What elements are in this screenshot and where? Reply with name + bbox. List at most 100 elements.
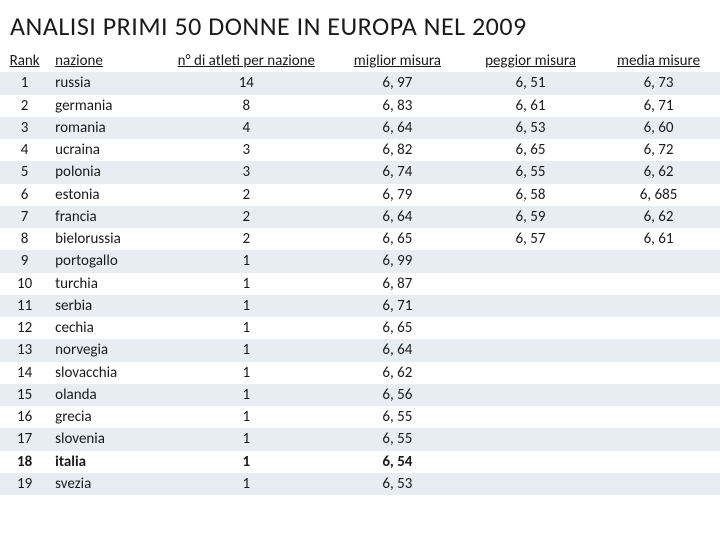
cell-peggior: 6, 51: [464, 72, 597, 94]
cell-rank: 16: [0, 406, 49, 428]
cell-media: 6, 685: [597, 184, 720, 206]
table-row: 18italia16, 54: [0, 451, 720, 473]
cell-peggior: [464, 384, 597, 406]
cell-miglior: 6, 82: [331, 139, 464, 161]
table-row: 3romania46, 646, 536, 60: [0, 117, 720, 139]
cell-nazione: romania: [49, 117, 162, 139]
cell-miglior: 6, 56: [331, 384, 464, 406]
cell-peggior: [464, 473, 597, 495]
cell-rank: 19: [0, 473, 49, 495]
cell-atleti: 1: [162, 317, 331, 339]
cell-media: [597, 384, 720, 406]
cell-miglior: 6, 53: [331, 473, 464, 495]
cell-rank: 6: [0, 184, 49, 206]
cell-media: 6, 60: [597, 117, 720, 139]
cell-atleti: 1: [162, 295, 331, 317]
cell-atleti: 3: [162, 139, 331, 161]
cell-rank: 4: [0, 139, 49, 161]
col-header-media: media misure: [597, 50, 720, 72]
cell-miglior: 6, 64: [331, 339, 464, 361]
cell-atleti: 8: [162, 95, 331, 117]
table-row: 14slovacchia16, 62: [0, 362, 720, 384]
cell-rank: 14: [0, 362, 49, 384]
cell-miglior: 6, 65: [331, 228, 464, 250]
cell-rank: 9: [0, 250, 49, 272]
cell-miglior: 6, 55: [331, 428, 464, 450]
page-title: ANALISI PRIMI 50 DONNE IN EUROPA NEL 200…: [0, 0, 720, 50]
cell-nazione: slovenia: [49, 428, 162, 450]
cell-peggior: 6, 53: [464, 117, 597, 139]
cell-nazione: serbia: [49, 295, 162, 317]
cell-nazione: svezia: [49, 473, 162, 495]
cell-media: [597, 339, 720, 361]
table-header-row: Rank nazione n° di atleti per nazione mi…: [0, 50, 720, 72]
cell-peggior: 6, 65: [464, 139, 597, 161]
cell-media: [597, 428, 720, 450]
cell-rank: 3: [0, 117, 49, 139]
cell-peggior: [464, 339, 597, 361]
cell-media: [597, 273, 720, 295]
cell-rank: 17: [0, 428, 49, 450]
cell-media: 6, 62: [597, 161, 720, 183]
cell-nazione: francia: [49, 206, 162, 228]
cell-media: [597, 295, 720, 317]
cell-miglior: 6, 64: [331, 206, 464, 228]
cell-miglior: 6, 71: [331, 295, 464, 317]
table-row: 5polonia36, 746, 556, 62: [0, 161, 720, 183]
cell-miglior: 6, 62: [331, 362, 464, 384]
cell-peggior: 6, 55: [464, 161, 597, 183]
cell-rank: 13: [0, 339, 49, 361]
cell-rank: 8: [0, 228, 49, 250]
col-header-atleti: n° di atleti per nazione: [162, 50, 331, 72]
cell-media: 6, 71: [597, 95, 720, 117]
table-row: 12cechia16, 65: [0, 317, 720, 339]
cell-peggior: [464, 250, 597, 272]
cell-rank: 12: [0, 317, 49, 339]
cell-miglior: 6, 74: [331, 161, 464, 183]
table-row: 7francia26, 646, 596, 62: [0, 206, 720, 228]
col-header-nazione: nazione: [49, 50, 162, 72]
cell-media: [597, 317, 720, 339]
table-row: 19svezia16, 53: [0, 473, 720, 495]
cell-media: 6, 62: [597, 206, 720, 228]
cell-media: [597, 362, 720, 384]
cell-atleti: 1: [162, 428, 331, 450]
cell-atleti: 1: [162, 451, 331, 473]
table-row: 8bielorussia26, 656, 576, 61: [0, 228, 720, 250]
cell-miglior: 6, 87: [331, 273, 464, 295]
cell-media: [597, 406, 720, 428]
cell-nazione: ucraina: [49, 139, 162, 161]
cell-media: 6, 61: [597, 228, 720, 250]
cell-atleti: 1: [162, 273, 331, 295]
cell-nazione: turchia: [49, 273, 162, 295]
cell-miglior: 6, 55: [331, 406, 464, 428]
cell-peggior: [464, 406, 597, 428]
cell-nazione: russia: [49, 72, 162, 94]
cell-atleti: 2: [162, 228, 331, 250]
cell-miglior: 6, 79: [331, 184, 464, 206]
table-row: 9portogallo16, 99: [0, 250, 720, 272]
cell-nazione: olanda: [49, 384, 162, 406]
cell-atleti: 14: [162, 72, 331, 94]
cell-rank: 15: [0, 384, 49, 406]
cell-atleti: 4: [162, 117, 331, 139]
cell-atleti: 1: [162, 250, 331, 272]
table-row: 1russia146, 976, 516, 73: [0, 72, 720, 94]
cell-nazione: germania: [49, 95, 162, 117]
cell-peggior: [464, 295, 597, 317]
table-row: 2germania86, 836, 616, 71: [0, 95, 720, 117]
table-row: 13norvegia16, 64: [0, 339, 720, 361]
cell-rank: 5: [0, 161, 49, 183]
cell-media: [597, 473, 720, 495]
cell-nazione: grecia: [49, 406, 162, 428]
cell-atleti: 1: [162, 384, 331, 406]
cell-rank: 11: [0, 295, 49, 317]
cell-atleti: 1: [162, 339, 331, 361]
cell-media: [597, 250, 720, 272]
cell-nazione: cechia: [49, 317, 162, 339]
cell-miglior: 6, 83: [331, 95, 464, 117]
cell-rank: 1: [0, 72, 49, 94]
cell-atleti: 1: [162, 473, 331, 495]
cell-rank: 7: [0, 206, 49, 228]
cell-atleti: 1: [162, 362, 331, 384]
